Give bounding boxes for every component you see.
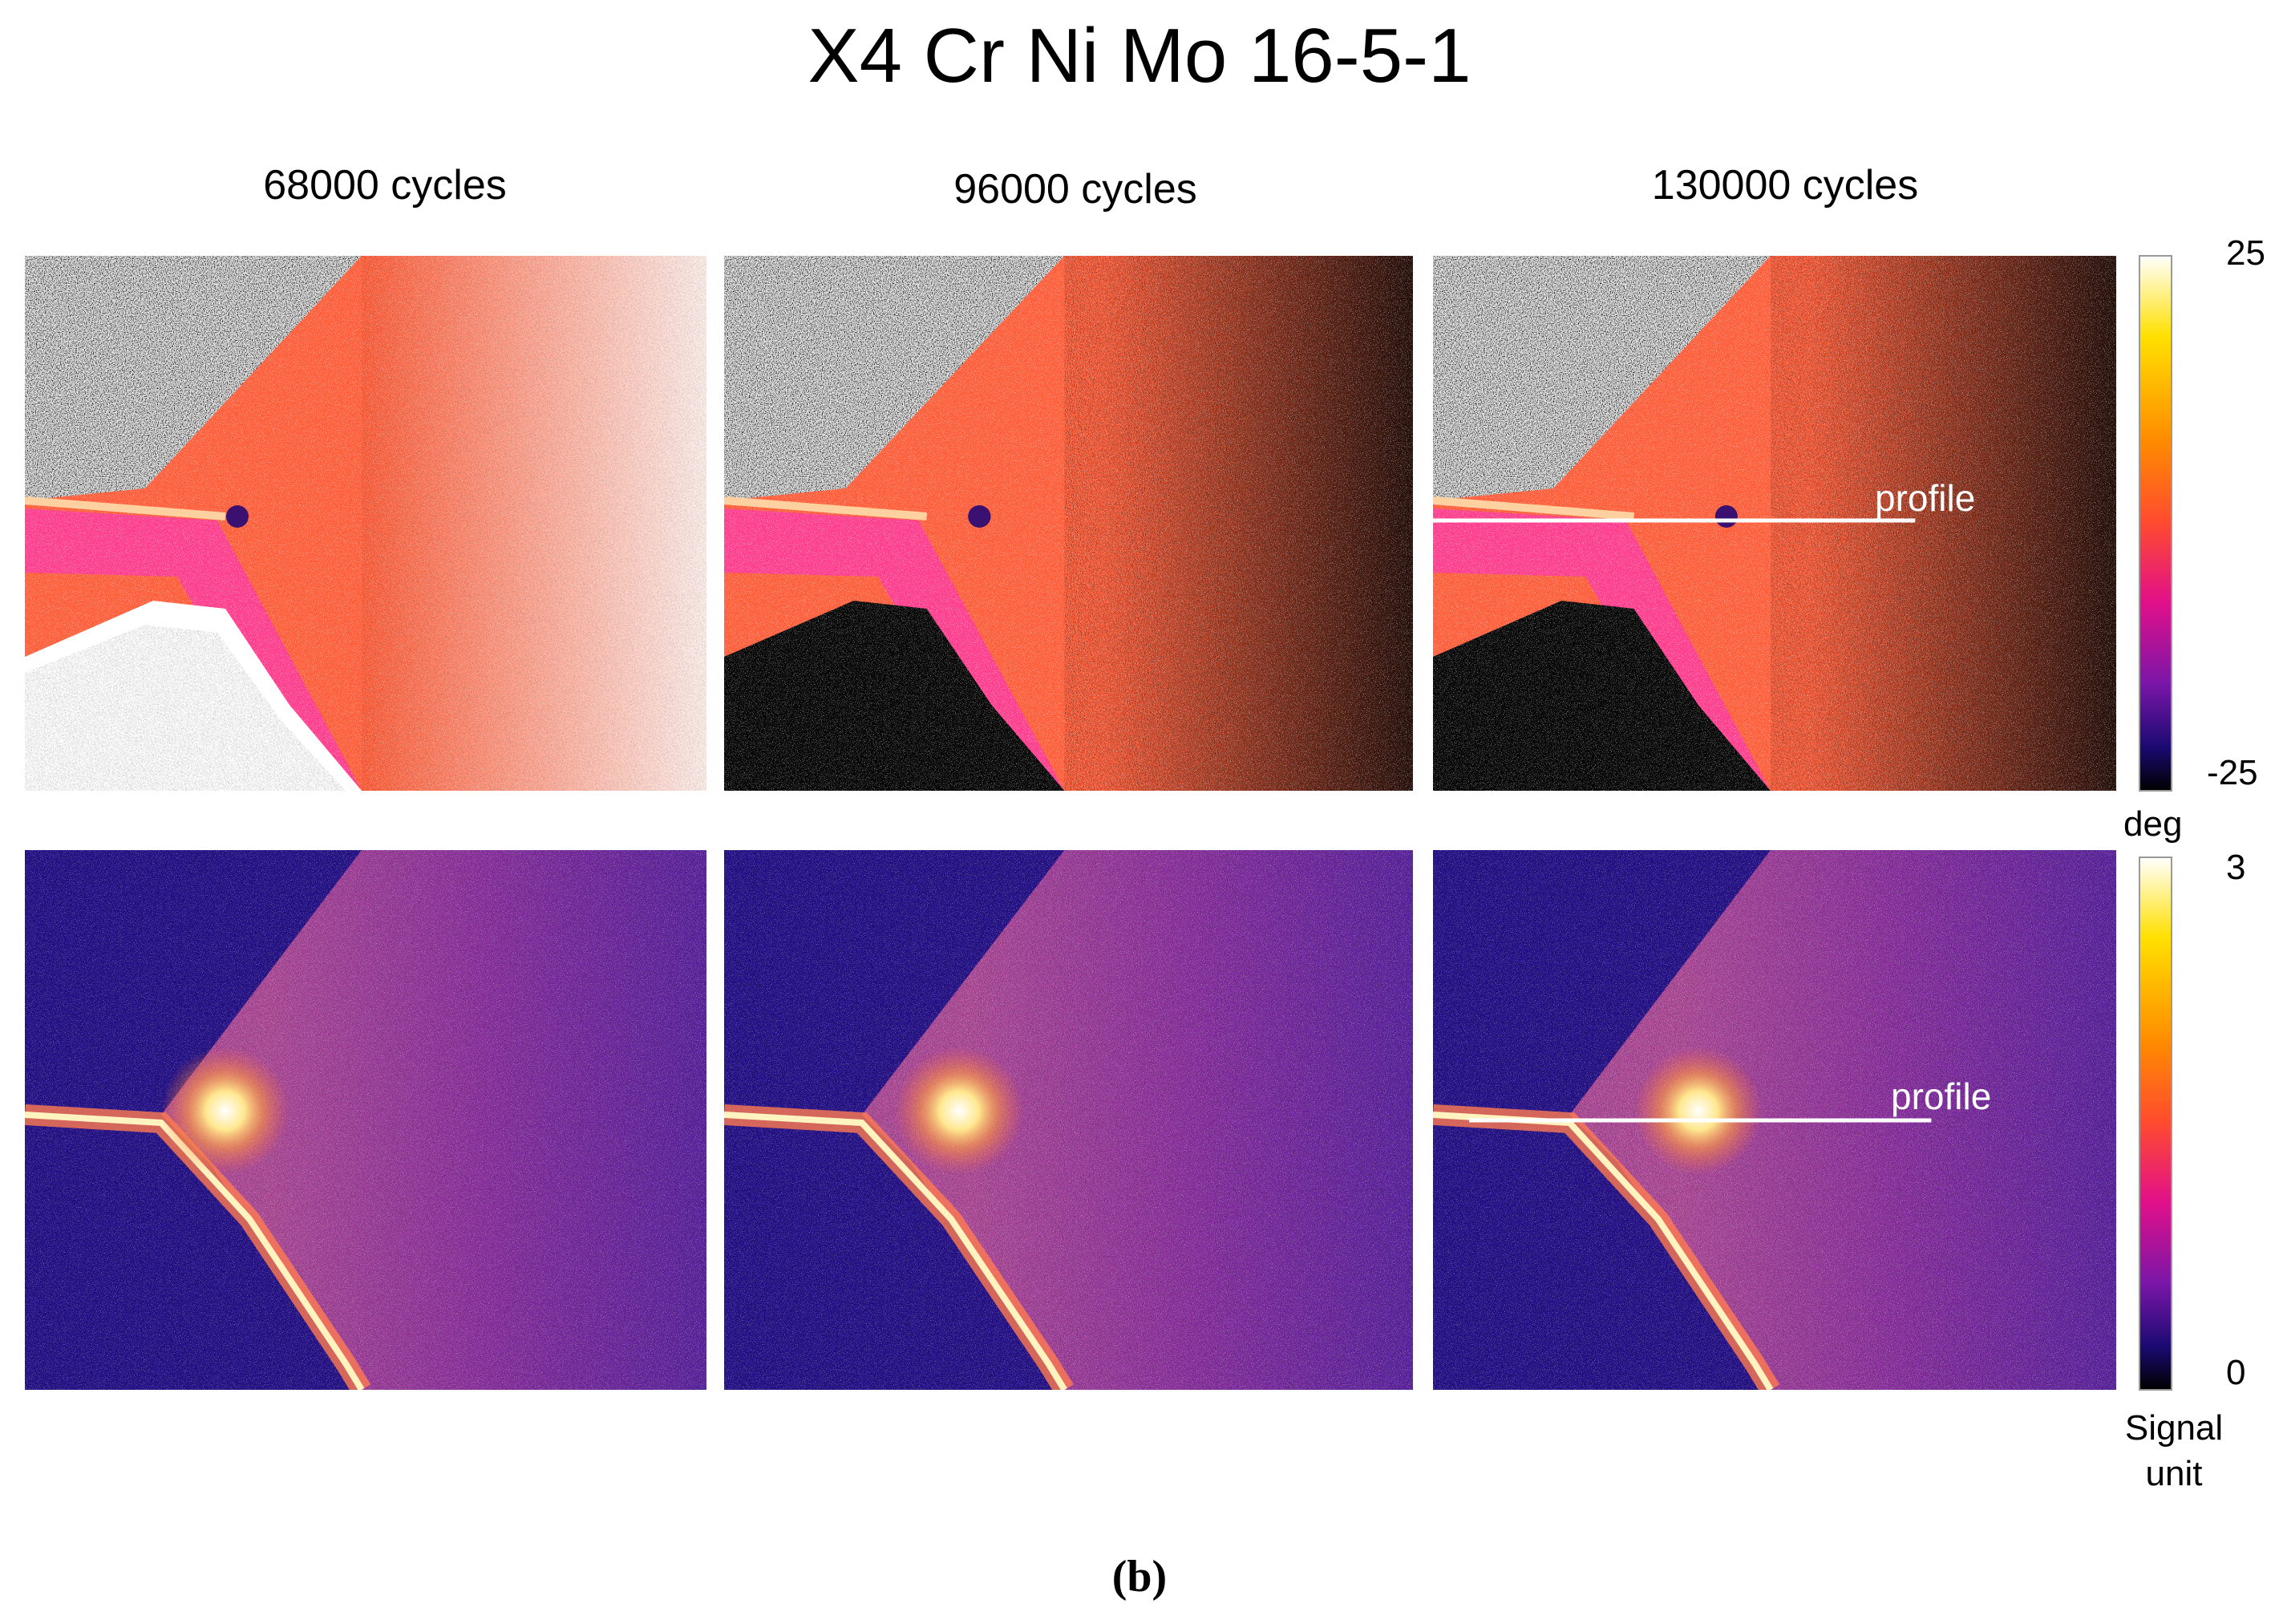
colorbar-unit: deg — [2123, 804, 2183, 844]
colorbar-max: 25 — [2226, 233, 2265, 273]
caption: (b) — [1111, 1552, 1168, 1602]
colorbar — [2139, 857, 2172, 1391]
hot-spot — [894, 1047, 1024, 1175]
profile-label: profile — [1891, 1075, 1992, 1117]
crack — [724, 1112, 1067, 1390]
colorbar — [2139, 255, 2172, 792]
crack — [25, 1112, 365, 1390]
amplitude-image — [724, 850, 1413, 1390]
crack — [724, 496, 928, 520]
crack-tip — [968, 505, 991, 528]
crack-tip — [226, 505, 249, 528]
phase-image — [724, 256, 1413, 791]
crack — [25, 496, 226, 520]
speckle-dark — [1064, 256, 1413, 791]
crack-tip — [1714, 505, 1738, 528]
amplitude-image — [25, 850, 706, 1390]
speckle-dark — [362, 256, 706, 791]
phase-image — [25, 256, 706, 791]
figure-title: X4 Cr Ni Mo 16-5-1 — [808, 13, 1471, 99]
colorbar-min: 0 — [2226, 1353, 2246, 1392]
crack — [1433, 496, 1634, 520]
speckle-dark — [1770, 256, 2116, 791]
colorbar-unit: Signal unit — [2124, 1408, 2224, 1494]
column-label: 96000 cycles — [953, 166, 1197, 213]
column-label: 68000 cycles — [263, 162, 507, 209]
colorbar-min: -25 — [2207, 753, 2258, 792]
hot-spot — [1633, 1047, 1763, 1175]
amplitude-image — [1433, 850, 2116, 1390]
colorbar-max: 3 — [2226, 848, 2246, 887]
column-label: 130000 cycles — [1651, 162, 1919, 209]
hot-spot — [161, 1047, 289, 1175]
phase-image — [1433, 256, 2116, 791]
profile-label: profile — [1875, 477, 1976, 519]
